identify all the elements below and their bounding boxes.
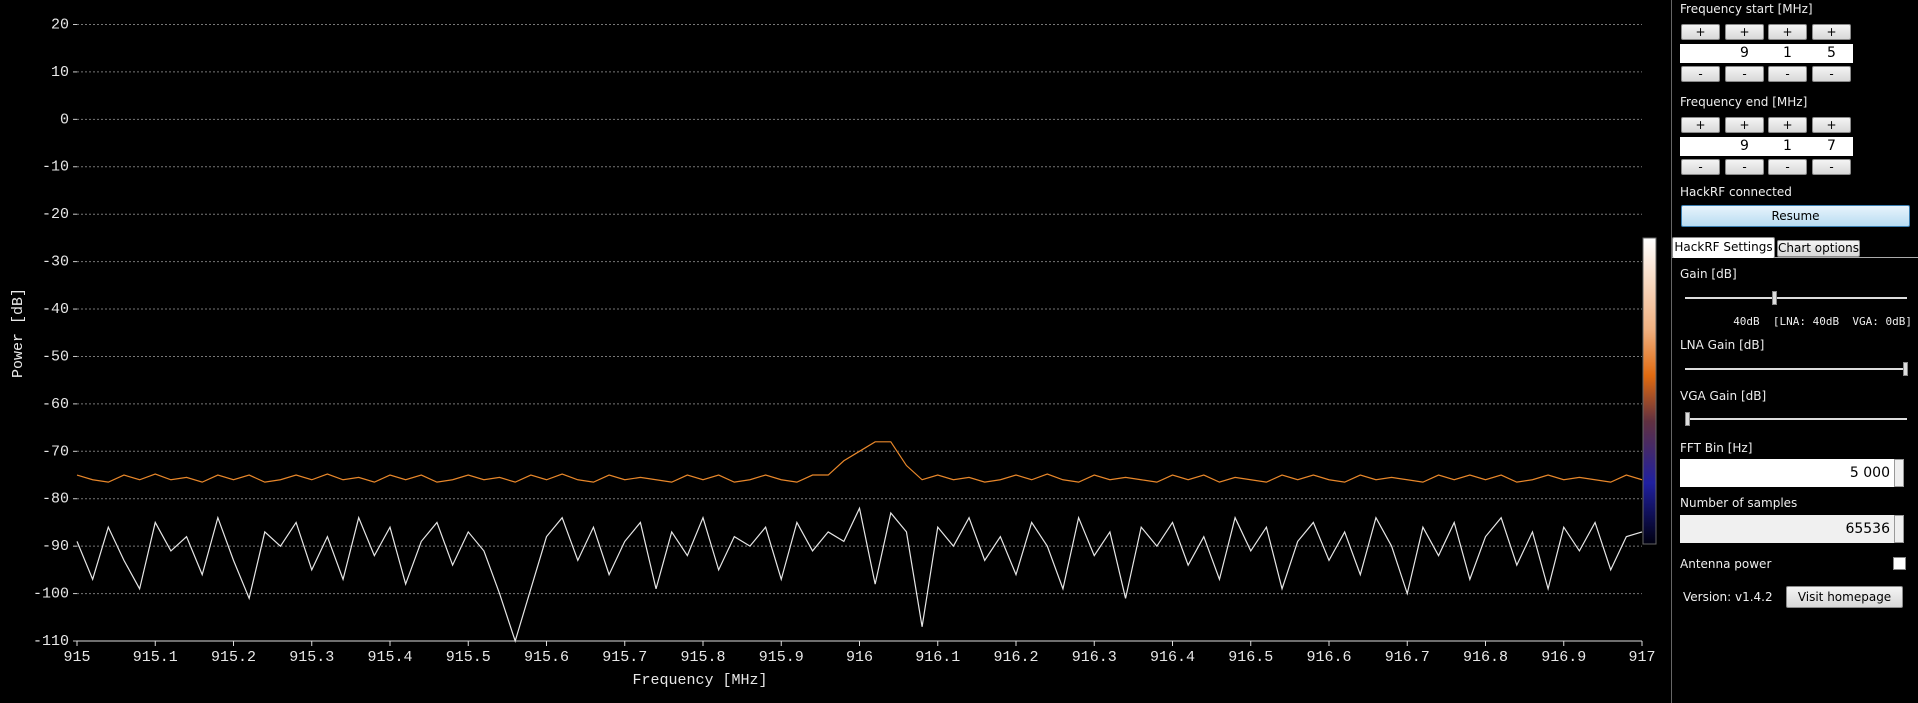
x-tick-label: 915.5 — [446, 649, 491, 666]
y-tick-label: -100 — [33, 586, 69, 603]
x-tick-label: 915.1 — [133, 649, 178, 666]
chart: Frequency [MHz] Power [dB] -110-100-90-8… — [10, 16, 1657, 689]
x-tick-label: 916.4 — [1150, 649, 1195, 666]
digit-field — [1680, 44, 1853, 63]
x-tick-label: 916.9 — [1541, 649, 1586, 666]
digit: 7 — [1827, 138, 1836, 154]
x-tick-label: 916.6 — [1306, 649, 1351, 666]
digit: 5 — [1827, 45, 1836, 61]
digit: 1 — [1783, 138, 1792, 154]
minus-button[interactable]: - — [1681, 66, 1720, 82]
side-panel: Frequency start [MHz] + + + +9 1 5- - - - Freque… — [1671, 0, 1918, 703]
label: Frequency start [MHz] — [1680, 2, 1813, 16]
y-tick-label: -110 — [33, 633, 69, 650]
minus-button[interactable]: - — [1725, 159, 1764, 175]
y-tick-label: -50 — [42, 348, 69, 365]
tab[interactable]: HackRF Settings — [1672, 237, 1775, 258]
plus-button[interactable]: + — [1812, 117, 1851, 133]
series-line — [76, 441, 1643, 483]
spinner[interactable] — [1894, 459, 1904, 487]
x-tick-label: 916.3 — [1072, 649, 1117, 666]
y-axis-label: Power [dB] — [10, 288, 27, 378]
plus-button[interactable]: + — [1681, 24, 1720, 40]
label: Antenna power — [1680, 557, 1772, 571]
digit-field — [1680, 137, 1853, 156]
plus-button[interactable]: + — [1768, 117, 1807, 133]
gain-readout: 40dB [LNA: 40dB VGA: 0dB] — [1733, 315, 1912, 328]
plus-button[interactable]: + — [1725, 24, 1764, 40]
x-tick-label: 916 — [846, 649, 873, 666]
label: Gain [dB] — [1680, 267, 1737, 281]
version: Version: v1.4.2 — [1683, 590, 1773, 604]
resume-button[interactable]: Resume — [1681, 205, 1910, 227]
label: LNA Gain [dB] — [1680, 338, 1765, 352]
checkbox[interactable] — [1893, 557, 1906, 570]
x-tick-label: 915.7 — [602, 649, 647, 666]
y-tick-label: -80 — [42, 491, 69, 508]
x-tick-label: 916.5 — [1228, 649, 1273, 666]
plus-button[interactable]: + — [1681, 117, 1720, 133]
digit: 9 — [1740, 45, 1749, 61]
y-tick-label: -60 — [42, 396, 69, 413]
minus-button[interactable]: - — [1812, 66, 1851, 82]
x-tick-label: 916.2 — [993, 649, 1038, 666]
y-tick-label: 10 — [51, 64, 69, 81]
minus-button[interactable]: - — [1768, 159, 1807, 175]
y-tick-label: -30 — [42, 254, 69, 271]
colorbar — [1642, 237, 1657, 545]
homepage-button[interactable]: Visit homepage — [1786, 586, 1903, 608]
plus-button[interactable]: + — [1725, 117, 1764, 133]
y-tick-label: 0 — [60, 111, 69, 128]
minus-button[interactable]: - — [1681, 159, 1720, 175]
minus-button[interactable]: - — [1768, 66, 1807, 82]
y-tick-label: -20 — [42, 206, 69, 223]
x-axis-label: Frequency [MHz] — [632, 672, 767, 689]
tab[interactable]: Chart options — [1777, 240, 1860, 257]
y-tick-label: -10 — [42, 159, 69, 176]
y-tick-label: 20 — [51, 16, 69, 33]
x-tick-label: 915.9 — [759, 649, 804, 666]
label: FFT Bin [Hz] — [1680, 441, 1753, 455]
label: Number of samples — [1680, 496, 1798, 510]
fft-input[interactable]: 5 000 — [1680, 459, 1894, 487]
slider[interactable] — [1685, 412, 1907, 426]
x-tick-label: 917 — [1628, 649, 1655, 666]
status: HackRF connected — [1680, 185, 1792, 199]
minus-button[interactable]: - — [1725, 66, 1764, 82]
label: Frequency end [MHz] — [1680, 95, 1808, 109]
spinner[interactable] — [1894, 515, 1904, 543]
x-tick-label: 916.7 — [1385, 649, 1430, 666]
samples-input[interactable]: 65536 — [1680, 515, 1894, 543]
tab-rule — [1672, 257, 1918, 258]
x-tick-label: 915.2 — [211, 649, 256, 666]
series-line — [76, 506, 1643, 643]
label: VGA Gain [dB] — [1680, 389, 1767, 403]
digit: 1 — [1783, 45, 1792, 61]
plus-button[interactable]: + — [1812, 24, 1851, 40]
digit: 9 — [1740, 138, 1749, 154]
x-tick-label: 916.1 — [915, 649, 960, 666]
plus-button[interactable]: + — [1768, 24, 1807, 40]
x-tick-label: 915.8 — [680, 649, 725, 666]
slider[interactable] — [1685, 291, 1907, 305]
x-tick-label: 916.8 — [1463, 649, 1508, 666]
y-tick-label: -70 — [42, 443, 69, 460]
slider[interactable] — [1685, 362, 1908, 376]
y-tick-label: -90 — [42, 538, 69, 555]
x-tick-label: 915.6 — [524, 649, 569, 666]
x-tick-label: 915.4 — [367, 649, 412, 666]
y-tick-label: -40 — [42, 301, 69, 318]
x-tick-label: 915 — [63, 649, 90, 666]
minus-button[interactable]: - — [1812, 159, 1851, 175]
x-tick-label: 915.3 — [289, 649, 334, 666]
